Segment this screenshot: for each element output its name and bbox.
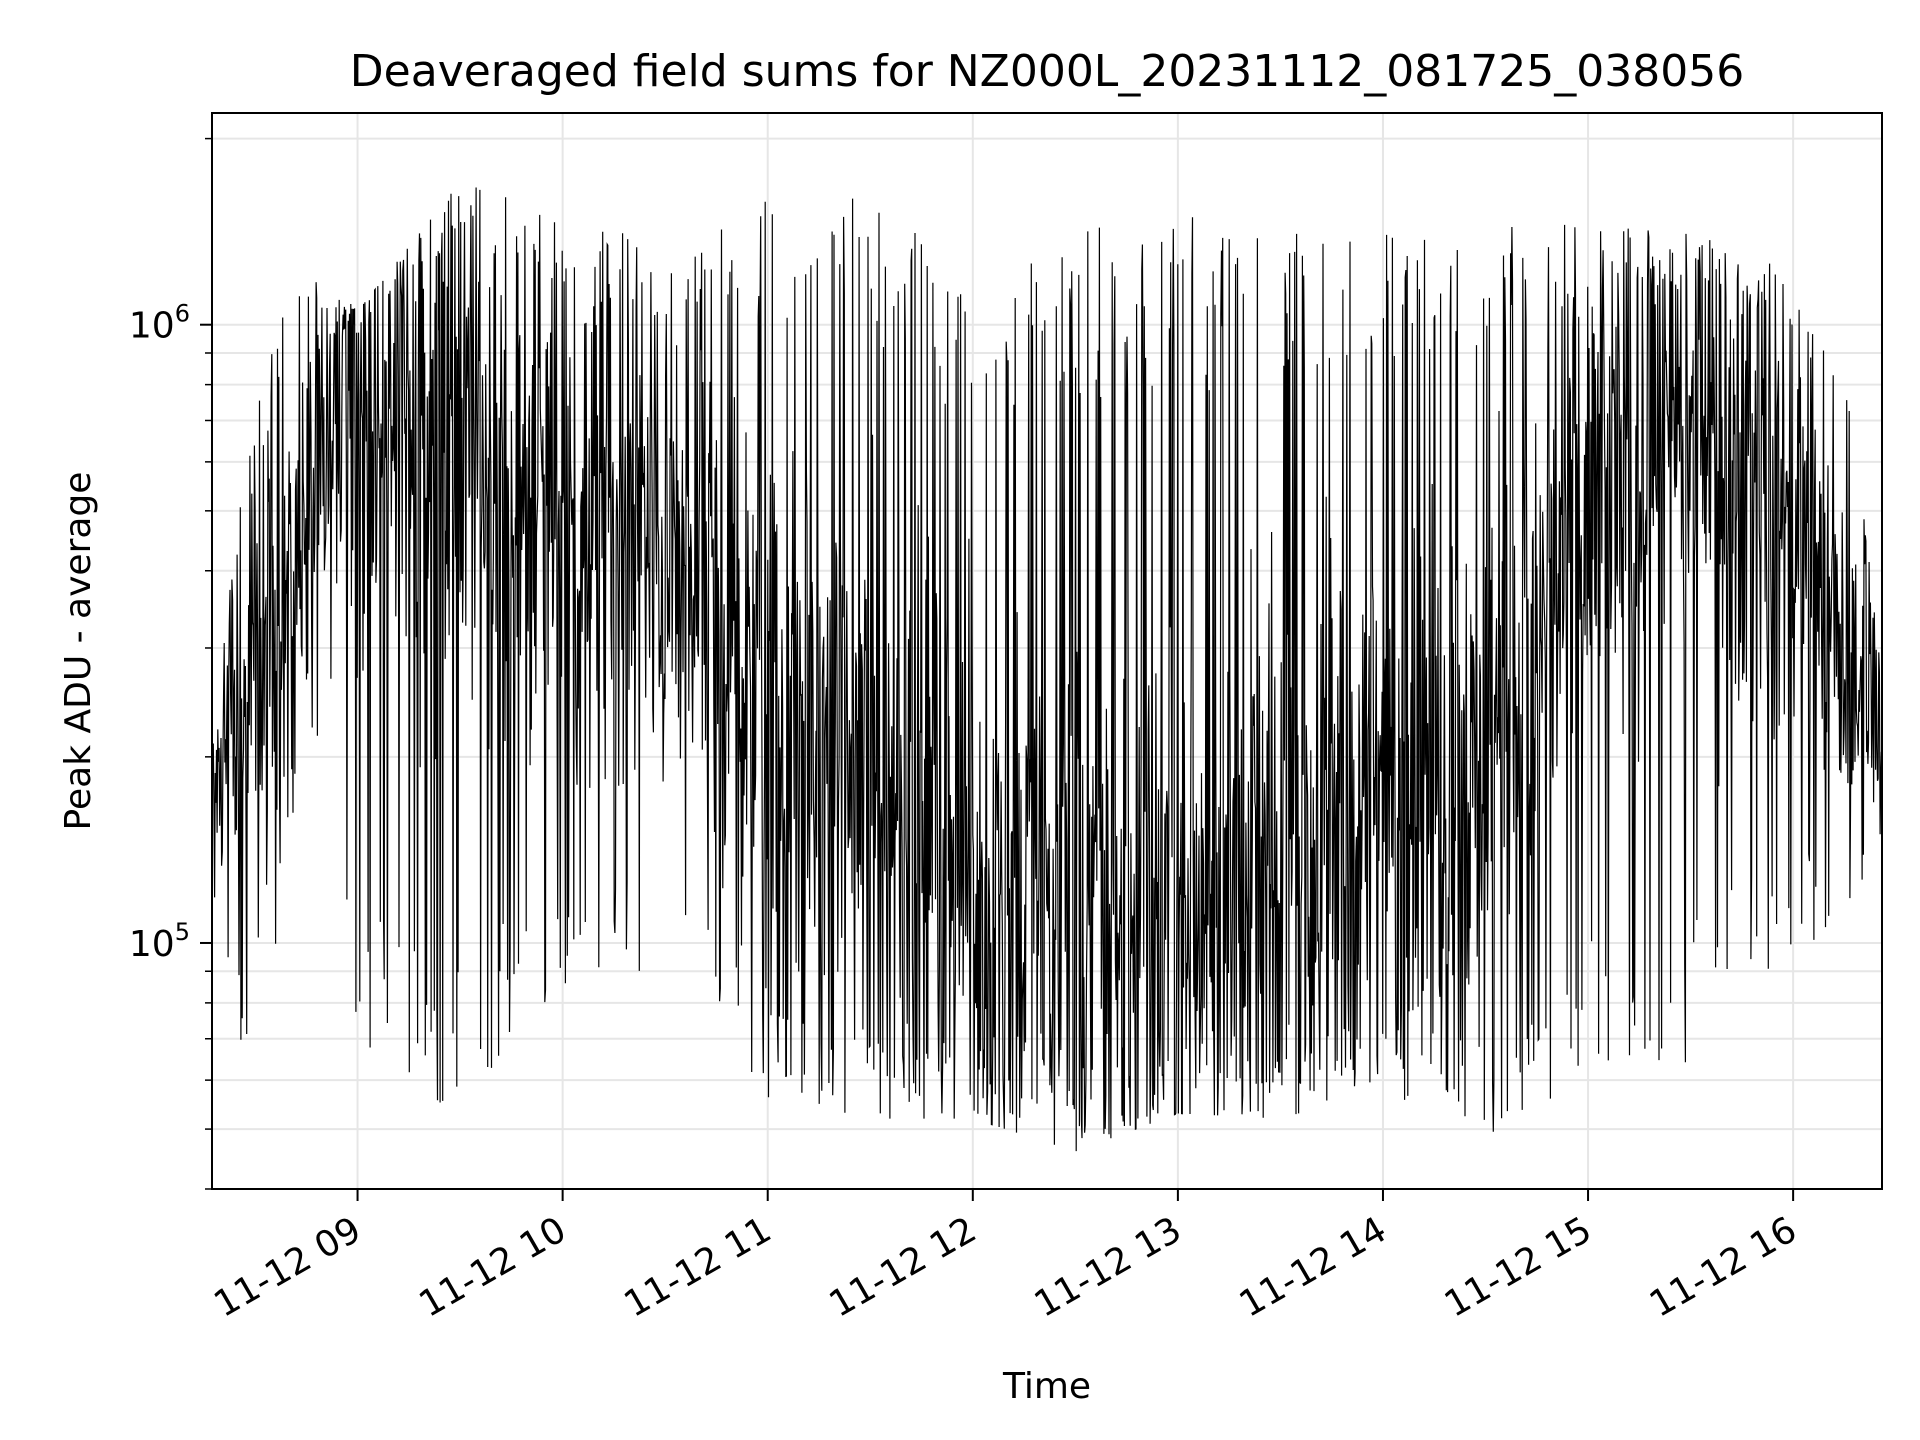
chart-title: Deaveraged field sums for NZ000L_2023111…	[350, 46, 1744, 97]
y-tick-base: 10	[129, 924, 175, 965]
x-axis-label: Time	[1002, 1366, 1091, 1407]
series-line	[211, 187, 1882, 1152]
y-tick-exponent: 6	[175, 300, 190, 328]
plot-frame	[211, 112, 1883, 1190]
y-tick-exponent: 5	[175, 918, 190, 946]
series-trace	[211, 187, 1882, 1152]
y-tick-label: 106	[129, 300, 190, 347]
y-axis-label: Peak ADU - average	[58, 472, 99, 831]
y-tick-base: 10	[129, 306, 175, 347]
y-tick-label: 105	[129, 918, 190, 965]
